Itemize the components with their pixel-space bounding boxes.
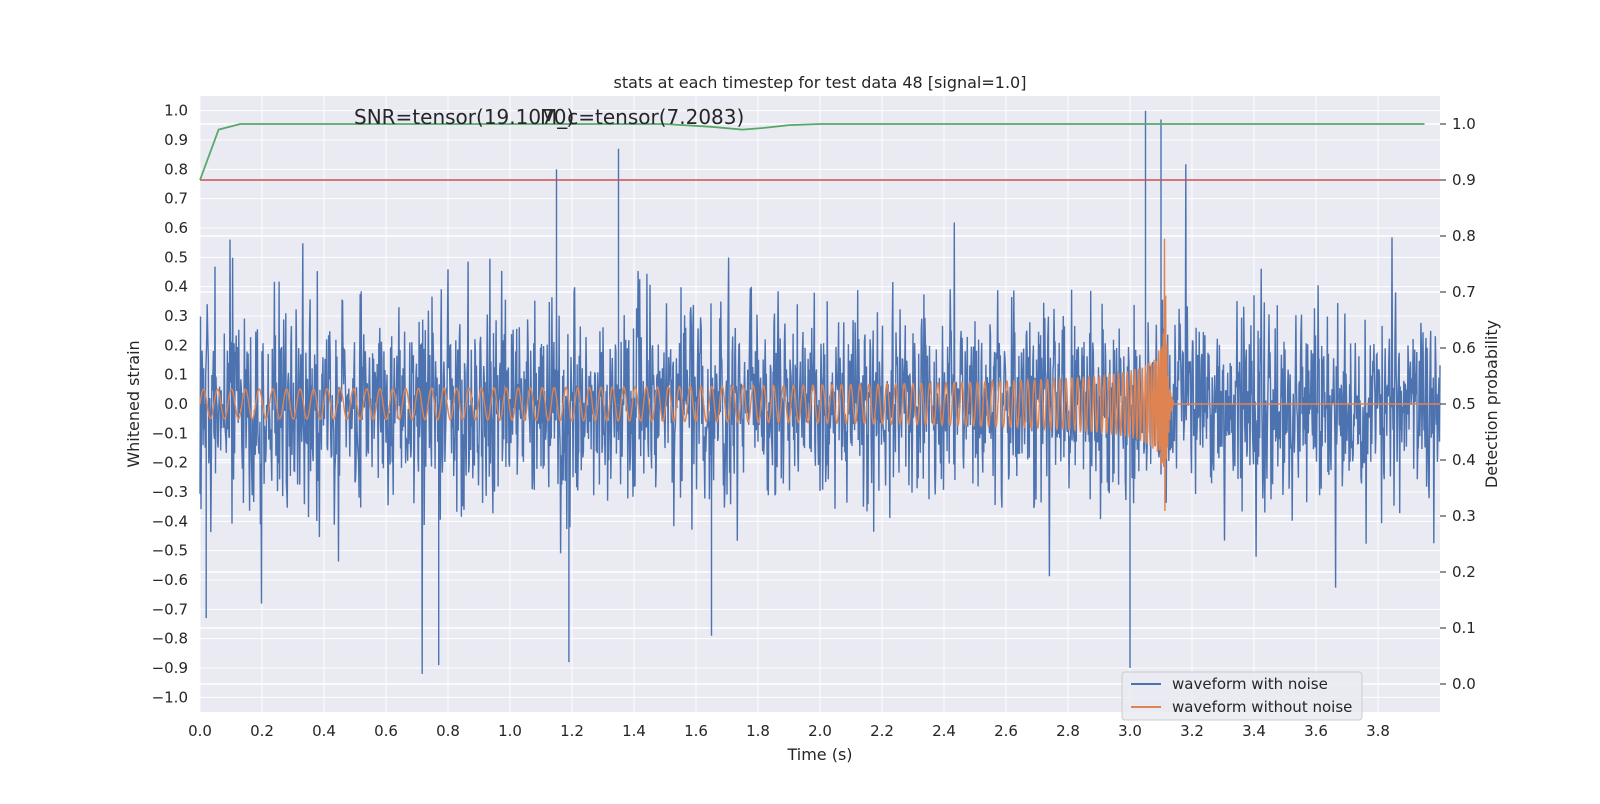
legend: waveform with noise waveform without noi… (1121, 671, 1363, 721)
y2-tick-label: 0.5 (1452, 395, 1476, 413)
y2-tick-label: 0.7 (1452, 283, 1476, 301)
series-layer (199, 110, 1441, 674)
y2-tick-label: 0.6 (1452, 339, 1476, 357)
y-tick-label: 0.8 (164, 160, 188, 178)
x-tick-label: 3.8 (1366, 722, 1390, 740)
x-tick-label: 3.0 (1118, 722, 1142, 740)
y-tick-label: 0.0 (164, 395, 188, 413)
y2-tick-label: 1.0 (1452, 115, 1476, 133)
chirp-mass-annotation: M_c=tensor(7.2083) (540, 105, 744, 129)
y-tick-label: −0.8 (152, 630, 188, 648)
y-tick-label: −0.7 (152, 600, 188, 618)
x-tick-label: 3.4 (1242, 722, 1266, 740)
x-tick-label: 1.4 (622, 722, 646, 740)
y-tick-label: −0.6 (152, 571, 188, 589)
y-tick-label: 0.1 (164, 366, 188, 384)
x-tick-label: 1.0 (498, 722, 522, 740)
y-tick-label: −0.9 (152, 659, 188, 677)
x-tick-label: 2.4 (932, 722, 956, 740)
y2-ticks: 1.0 0.9 0.8 0.7 0.6 0.5 0.4 0.3 0.2 0.1 0.0 (1440, 115, 1476, 693)
legend-frame (1121, 671, 1363, 721)
y-tick-label: 0.7 (164, 190, 188, 208)
legend-label-clean: waveform without noise (1172, 698, 1352, 716)
x-tick-label: 2.0 (808, 722, 832, 740)
y2-tick-label: 0.2 (1452, 563, 1476, 581)
y-ticks: 1.0 0.9 0.8 0.7 0.6 0.5 0.4 0.3 0.2 0.1 0.0 −0.1 −0.… (152, 102, 188, 707)
x-tick-label: 2.2 (870, 722, 894, 740)
legend-label-noisy: waveform with noise (1172, 675, 1328, 693)
y-tick-label: 0.6 (164, 219, 188, 237)
x-tick-label: 0.2 (250, 722, 274, 740)
y2-tick-label: 0.9 (1452, 171, 1476, 189)
x-ticks: 0.0 0.2 0.4 0.6 0.8 1.0 1.2 1.4 1.6 1.8 2.0 2.2 2.4 2… (188, 722, 1390, 740)
x-tick-label: 1.8 (746, 722, 770, 740)
y-tick-label: −0.3 (152, 483, 188, 501)
y2-axis-label: Detection probability (1482, 320, 1501, 488)
y2-tick-label: 0.1 (1452, 619, 1476, 637)
y-axis-label: Whitened strain (124, 340, 143, 467)
x-tick-label: 0.6 (374, 722, 398, 740)
x-tick-label: 2.8 (1056, 722, 1080, 740)
x-tick-label: 1.6 (684, 722, 708, 740)
x-tick-label: 3.2 (1180, 722, 1204, 740)
chart-title: stats at each timestep for test data 48 … (614, 73, 1027, 92)
y-tick-label: 0.5 (164, 248, 188, 266)
y-tick-label: −1.0 (152, 688, 188, 706)
y2-tick-label: 0.8 (1452, 227, 1476, 245)
x-axis-label: Time (s) (786, 745, 852, 764)
y2-tick-label: 0.3 (1452, 507, 1476, 525)
y-tick-label: −0.2 (152, 454, 188, 472)
series-waveform-without-noise (199, 238, 1440, 512)
y-tick-label: −0.1 (152, 424, 188, 442)
y-tick-label: −0.4 (152, 512, 188, 530)
y-tick-label: −0.5 (152, 542, 188, 560)
y-tick-label: 1.0 (164, 102, 188, 120)
y-tick-label: 0.9 (164, 131, 188, 149)
y2-tick-label: 0.4 (1452, 451, 1476, 469)
x-tick-label: 0.0 (188, 722, 212, 740)
x-tick-label: 3.6 (1304, 722, 1328, 740)
x-tick-label: 0.4 (312, 722, 336, 740)
y-tick-label: 0.2 (164, 336, 188, 354)
y-tick-label: 0.4 (164, 278, 188, 296)
series-waveform-with-noise (199, 110, 1441, 674)
snr-annotation: SNR=tensor(19.1070) (354, 105, 574, 129)
y-tick-label: 0.3 (164, 307, 188, 325)
x-tick-label: 1.2 (560, 722, 584, 740)
y2-tick-label: 0.0 (1452, 675, 1476, 693)
series-detection-probability (199, 123, 1425, 181)
x-tick-label: 0.8 (436, 722, 460, 740)
x-tick-label: 2.6 (994, 722, 1018, 740)
